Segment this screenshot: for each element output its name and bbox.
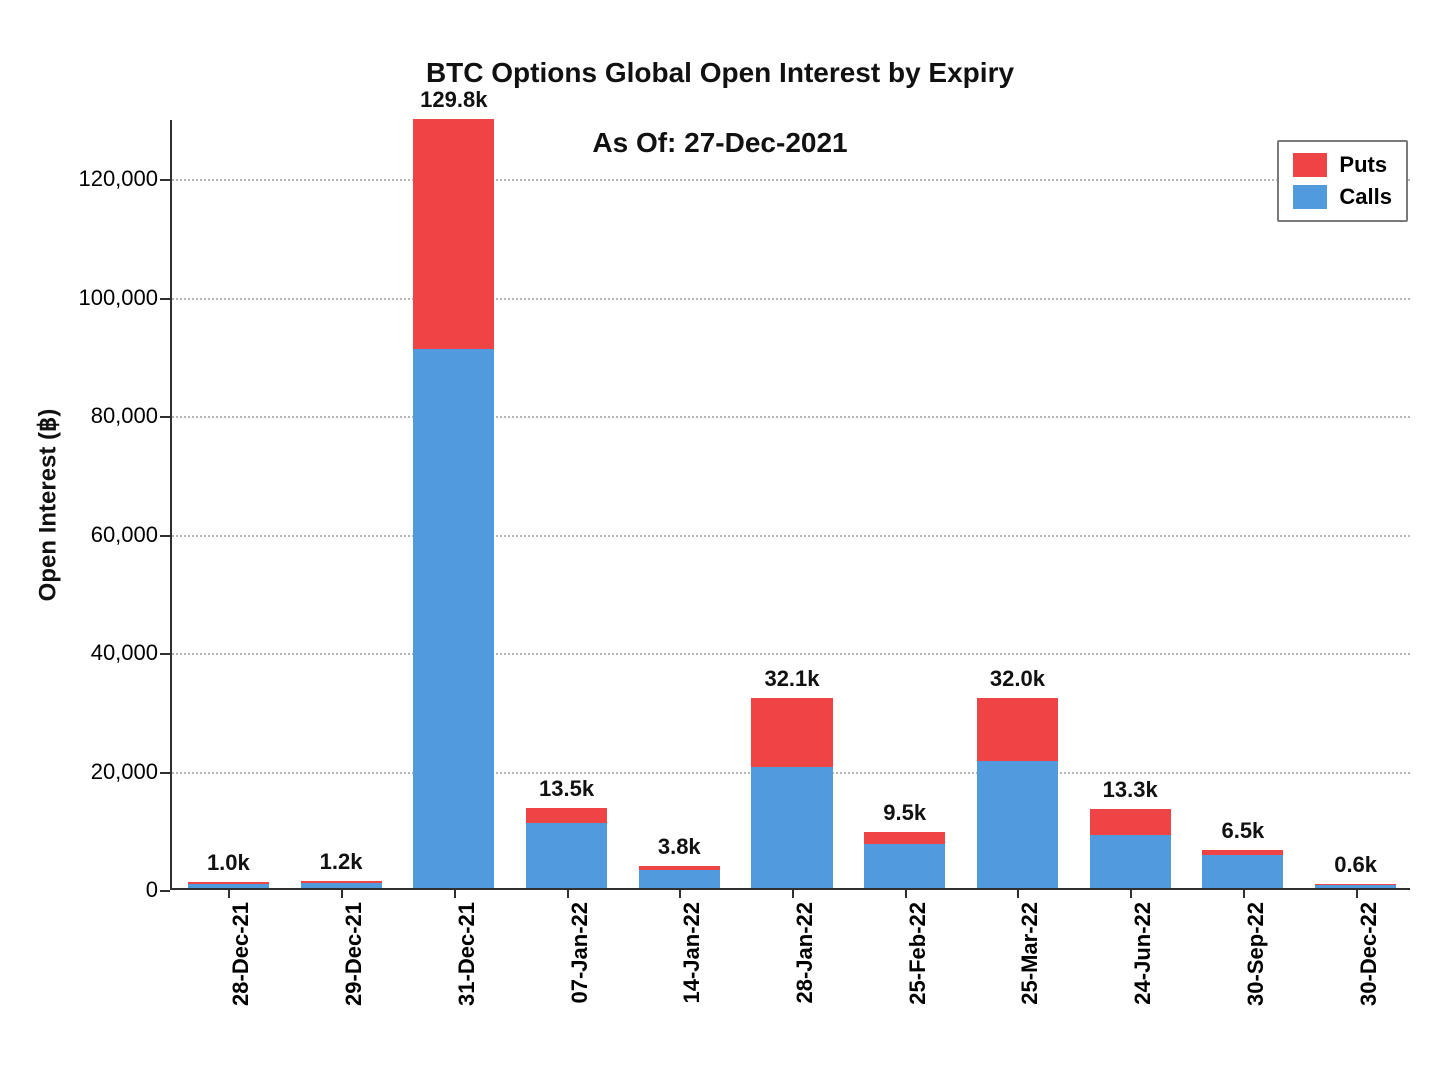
x-tick (1356, 888, 1358, 898)
x-tick-label: 30-Sep-22 (1243, 902, 1269, 1006)
bar-group: 129.8k (413, 119, 494, 888)
y-tick-label: 100,000 (78, 285, 158, 311)
y-tick-label: 40,000 (91, 640, 158, 666)
x-tick (341, 888, 343, 898)
legend-swatch (1293, 153, 1327, 177)
bar-segment-puts (526, 808, 607, 823)
x-tick-label: 29-Dec-21 (341, 902, 367, 1006)
bar-total-label: 1.2k (320, 849, 363, 875)
bar-total-label: 32.1k (764, 666, 819, 692)
bar-segment-calls (977, 761, 1058, 888)
y-tick (160, 179, 170, 181)
x-tick (454, 888, 456, 898)
bar-total-label: 3.8k (658, 834, 701, 860)
x-tick-label: 07-Jan-22 (567, 902, 593, 1004)
bar-segment-calls (1202, 855, 1283, 888)
y-tick (160, 772, 170, 774)
y-tick-label: 0 (146, 877, 158, 903)
chart-container: BTC Options Global Open Interest by Expi… (0, 0, 1440, 1080)
legend-label: Puts (1339, 152, 1387, 178)
x-tick-label: 30-Dec-22 (1356, 902, 1382, 1006)
y-tick-label: 120,000 (78, 166, 158, 192)
x-tick-label: 14-Jan-22 (679, 902, 705, 1004)
bar-segment-puts (1090, 809, 1171, 834)
bar-group: 13.3k (1090, 809, 1171, 888)
bar-total-label: 1.0k (207, 850, 250, 876)
x-tick (679, 888, 681, 898)
y-tick (160, 416, 170, 418)
bar-group: 13.5k (526, 808, 607, 888)
y-tick-label: 60,000 (91, 522, 158, 548)
bar-group: 6.5k (1202, 850, 1283, 889)
x-tick (1130, 888, 1132, 898)
bar-segment-puts (751, 698, 832, 767)
bar-segment-calls (639, 870, 720, 888)
legend-label: Calls (1339, 184, 1392, 210)
bar-total-label: 32.0k (990, 666, 1045, 692)
bar-group: 32.0k (977, 698, 1058, 888)
legend-item-puts: Puts (1293, 152, 1392, 178)
x-tick-label: 31-Dec-21 (454, 902, 480, 1006)
bar-segment-calls (301, 883, 382, 888)
y-tick-label: 20,000 (91, 759, 158, 785)
y-tick (160, 653, 170, 655)
y-tick (160, 298, 170, 300)
x-tick (1243, 888, 1245, 898)
bar-segment-calls (413, 349, 494, 888)
x-tick-label: 25-Feb-22 (905, 902, 931, 1005)
y-tick (160, 535, 170, 537)
bar-total-label: 6.5k (1221, 818, 1264, 844)
grid-line (172, 535, 1410, 537)
y-axis-label: Open Interest (฿) (34, 409, 63, 602)
legend-item-calls: Calls (1293, 184, 1392, 210)
y-tick (160, 890, 170, 892)
x-tick (567, 888, 569, 898)
bar-group: 32.1k (751, 698, 832, 888)
bar-total-label: 13.3k (1103, 777, 1158, 803)
x-tick (905, 888, 907, 898)
x-tick-label: 25-Mar-22 (1017, 902, 1043, 1005)
bar-group: 9.5k (864, 832, 945, 888)
bar-total-label: 0.6k (1334, 852, 1377, 878)
bar-group: 3.8k (639, 866, 720, 889)
bar-total-label: 9.5k (883, 800, 926, 826)
y-tick-label: 80,000 (91, 403, 158, 429)
bar-segment-calls (751, 767, 832, 888)
bar-group: 1.2k (301, 881, 382, 888)
x-tick-label: 24-Jun-22 (1130, 902, 1156, 1005)
bar-segment-calls (526, 823, 607, 888)
bar-group: 1.0k (188, 882, 269, 888)
x-tick (1017, 888, 1019, 898)
chart-title-line1: BTC Options Global Open Interest by Expi… (426, 57, 1014, 88)
bar-group: 0.6k (1315, 884, 1396, 888)
x-tick-label: 28-Jan-22 (792, 902, 818, 1004)
bar-segment-puts (977, 698, 1058, 760)
grid-line (172, 179, 1410, 181)
bar-segment-calls (1090, 835, 1171, 888)
grid-line (172, 416, 1410, 418)
bar-segment-calls (864, 844, 945, 888)
bar-total-label: 129.8k (420, 87, 487, 113)
x-tick (228, 888, 230, 898)
x-tick (792, 888, 794, 898)
bar-segment-calls (188, 884, 269, 888)
grid-line (172, 298, 1410, 300)
legend: Puts Calls (1277, 140, 1408, 222)
plot-area: 020,00040,00060,00080,000100,000120,0002… (170, 120, 1410, 890)
bar-segment-calls (1315, 885, 1396, 888)
bar-segment-puts (864, 832, 945, 844)
bar-segment-puts (413, 119, 494, 349)
bar-total-label: 13.5k (539, 776, 594, 802)
grid-line (172, 653, 1410, 655)
x-tick-label: 28-Dec-21 (228, 902, 254, 1006)
legend-swatch (1293, 185, 1327, 209)
